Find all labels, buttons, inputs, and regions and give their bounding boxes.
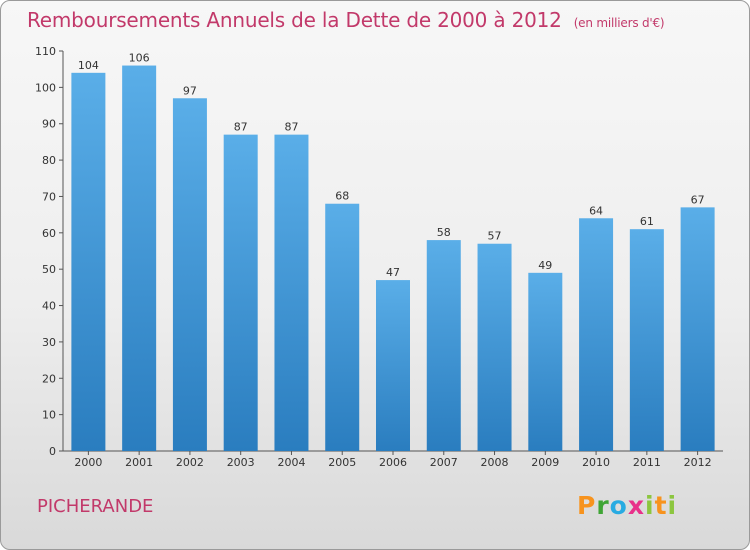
y-tick-label: 90 xyxy=(42,118,56,131)
bar-value-label: 64 xyxy=(589,204,603,217)
bar xyxy=(376,280,410,451)
chart-title: Remboursements Annuels de la Dette de 20… xyxy=(27,8,665,32)
y-tick-label: 40 xyxy=(42,300,56,313)
bar-value-label: 67 xyxy=(691,193,705,206)
bar-value-label: 106 xyxy=(129,52,150,65)
x-tick-label: 2000 xyxy=(74,456,102,469)
bar-value-label: 87 xyxy=(284,121,298,134)
bar-value-label: 57 xyxy=(488,230,502,243)
chart-title-text: Remboursements Annuels de la Dette de 20… xyxy=(27,8,562,32)
bar-value-label: 49 xyxy=(538,259,552,272)
bar-value-label: 61 xyxy=(640,215,654,228)
bar-value-label: 97 xyxy=(183,84,197,97)
x-tick-label: 2007 xyxy=(430,456,458,469)
x-tick-label: 2003 xyxy=(227,456,255,469)
bar xyxy=(579,218,614,451)
y-tick-label: 50 xyxy=(42,263,56,276)
bar xyxy=(528,272,563,451)
y-tick-label: 110 xyxy=(35,45,56,58)
bar xyxy=(680,207,715,451)
y-tick-label: 100 xyxy=(35,81,56,94)
bar-value-label: 104 xyxy=(78,59,99,72)
bars xyxy=(71,65,715,452)
bar xyxy=(629,229,664,451)
bar xyxy=(426,240,461,451)
bar-value-label: 87 xyxy=(234,121,248,134)
bar-value-label: 68 xyxy=(335,190,349,203)
x-tick-label: 2011 xyxy=(633,456,661,469)
bar xyxy=(122,65,157,451)
y-tick-label: 0 xyxy=(49,445,56,458)
x-tick-label: 2010 xyxy=(582,456,610,469)
x-tick-label: 2001 xyxy=(125,456,153,469)
y-tick-label: 70 xyxy=(42,190,56,203)
x-tick-label: 2012 xyxy=(684,456,712,469)
bar xyxy=(71,72,106,452)
bar-value-label: 58 xyxy=(437,226,451,239)
x-tick-label: 2008 xyxy=(481,456,509,469)
x-tick-label: 2004 xyxy=(277,456,305,469)
bar xyxy=(172,98,207,451)
y-tick-label: 80 xyxy=(42,154,56,167)
bar-value-label: 47 xyxy=(386,266,400,279)
y-tick-label: 30 xyxy=(42,336,56,349)
x-tick-label: 2005 xyxy=(328,456,356,469)
proxiti-logo: Proxiti xyxy=(577,491,678,520)
axes: 0 10 20 30 40 50 60 70 80 90 100 110 2000 2001 2002 200… xyxy=(35,45,723,469)
y-tick-label: 60 xyxy=(42,227,56,240)
y-tick-label: 20 xyxy=(42,372,56,385)
y-tick-label: 10 xyxy=(42,409,56,422)
bar xyxy=(223,134,258,452)
x-tick-label: 2006 xyxy=(379,456,407,469)
bar xyxy=(477,243,512,451)
x-tick-label: 2002 xyxy=(176,456,204,469)
x-tick-label: 2009 xyxy=(531,456,559,469)
location-name: PICHERANDE xyxy=(37,496,154,517)
data-labels: 104 106 97 87 87 68 47 58 57 49 64 61 67 xyxy=(78,52,705,280)
chart-subtitle: (en milliers d'€) xyxy=(573,16,665,30)
bar xyxy=(274,134,309,452)
bar xyxy=(325,203,360,451)
